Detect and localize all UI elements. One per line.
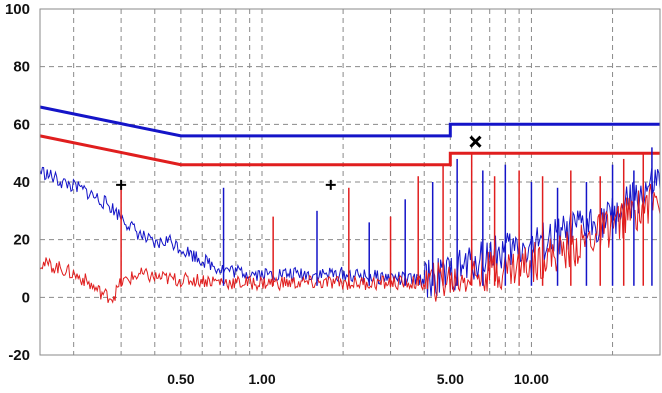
peak-marker-plus — [325, 179, 336, 190]
measurement-trace — [39, 166, 661, 298]
peak-marker-plus — [116, 179, 127, 190]
y-tick-label: 20 — [13, 232, 30, 249]
peak-marker-x — [469, 135, 482, 148]
x-tick-label: 0.50 — [167, 371, 194, 387]
plot-frame — [39, 8, 661, 356]
limit-line — [39, 105, 660, 138]
limit-line — [39, 134, 660, 167]
series-lines — [39, 105, 661, 304]
x-tick-label: 5.00 — [437, 371, 464, 387]
y-tick-label: 0 — [22, 289, 30, 306]
x-tick-label: 1.00 — [248, 371, 275, 387]
y-tick-label: 80 — [13, 59, 30, 76]
measurement-trace — [39, 184, 661, 304]
x-tick-label: 10.00 — [514, 371, 549, 387]
y-tick-label: 60 — [13, 116, 30, 133]
y-tick-label: 100 — [5, 1, 30, 18]
x-axis-ticks: 0.50 1.00 5.00 10.00 — [167, 371, 549, 387]
y-tick-label: -20 — [8, 347, 30, 364]
y-axis-ticks: 100 80 60 40 20 0 -20 — [5, 1, 30, 364]
peak-markers — [116, 135, 482, 190]
grid-lines — [40, 8, 661, 356]
y-tick-label: 40 — [13, 174, 30, 191]
